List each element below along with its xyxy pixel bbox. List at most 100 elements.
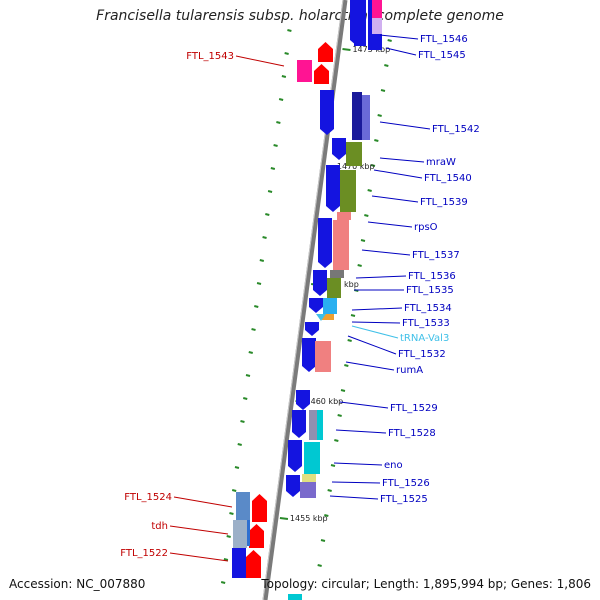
gene-label-ftl-1537[interactable]: FTL_1537	[412, 250, 460, 261]
ring-dot	[256, 282, 262, 285]
gene-label-ftl-1540[interactable]: FTL_1540	[424, 173, 472, 184]
ring-dot	[237, 443, 242, 446]
gene-label-ftl-1539[interactable]: FTL_1539	[420, 197, 468, 208]
ring-dot	[340, 389, 346, 392]
forward-gene-arrow[interactable]	[326, 165, 340, 212]
ring-dot	[344, 364, 349, 367]
cog-box	[236, 492, 250, 520]
ring-dot	[334, 439, 339, 442]
ring-dot	[387, 39, 392, 42]
ring-dot	[281, 75, 287, 78]
gene-label-ftl-1532[interactable]: FTL_1532	[398, 349, 446, 360]
gene-label-trna-val3[interactable]: tRNA-Val3	[400, 333, 449, 344]
reverse-gene-arrow[interactable]	[318, 42, 333, 62]
forward-gene-arrow[interactable]	[286, 475, 300, 497]
forward-gene-arrow[interactable]	[288, 594, 302, 600]
cog-box	[333, 220, 349, 270]
gene-label-rpso[interactable]: rpsO	[414, 222, 438, 233]
ring-dot	[254, 305, 259, 308]
ring-dot	[220, 581, 226, 584]
accession-text: Accession: NC_007880	[9, 577, 146, 591]
gene-label-ruma[interactable]: rumA	[396, 365, 423, 376]
leader-line	[373, 169, 423, 179]
gene-label-ftl-1536[interactable]: FTL_1536	[408, 271, 456, 282]
gene-label-ftl-1534[interactable]: FTL_1534	[404, 303, 452, 314]
forward-gene-arrow[interactable]	[354, 0, 366, 46]
tick-mark	[342, 48, 351, 51]
ring-dot	[278, 98, 284, 101]
gene-label-ftl-1524[interactable]: FTL_1524	[124, 492, 172, 503]
ring-dot	[229, 512, 234, 515]
forward-gene-arrow[interactable]	[313, 270, 327, 296]
ring-dot	[273, 144, 278, 147]
forward-gene-arrow[interactable]	[288, 440, 302, 472]
forward-gene-arrow[interactable]	[302, 338, 316, 372]
cog-box	[309, 410, 317, 440]
ring-dot	[226, 535, 231, 538]
gene-label-ftl-1529[interactable]: FTL_1529	[390, 403, 438, 414]
forward-gene-arrow[interactable]	[332, 138, 346, 160]
ring-dot	[320, 539, 326, 542]
gene-label-mraw[interactable]: mraW	[426, 157, 456, 168]
trna-marker	[316, 314, 326, 321]
cog-box	[315, 341, 331, 372]
leader-line	[169, 552, 229, 562]
reverse-gene-arrow[interactable]	[252, 494, 267, 522]
gene-label-ftl-1542[interactable]: FTL_1542	[432, 124, 480, 135]
gene-label-ftl-1545[interactable]: FTL_1545	[418, 50, 466, 61]
gene-label-ftl-1543[interactable]: FTL_1543	[186, 51, 234, 62]
gene-label-ftl-1528[interactable]: FTL_1528	[388, 428, 436, 439]
forward-gene-arrow[interactable]	[296, 390, 310, 410]
gene-label-ftl-1526[interactable]: FTL_1526	[382, 478, 430, 489]
leader-line	[331, 481, 381, 484]
tick-label: 1460 kbp	[306, 397, 344, 406]
cog-box	[302, 474, 316, 482]
gene-label-ftl-1533[interactable]: FTL_1533	[402, 318, 450, 329]
forward-gene-arrow[interactable]	[318, 218, 332, 268]
cog-box	[317, 410, 323, 440]
forward-gene-arrow[interactable]	[320, 90, 334, 135]
map-title: Francisella tularensis subsp. holarctica…	[96, 8, 504, 24]
cog-box	[340, 170, 356, 212]
ring-dot	[276, 121, 281, 124]
ring-dot	[287, 29, 292, 32]
reverse-gene-arrow[interactable]	[297, 60, 312, 82]
cog-box	[300, 482, 316, 498]
ring-dot	[384, 64, 389, 67]
forward-gene-arrow[interactable]	[309, 298, 323, 313]
ring-dot	[284, 52, 289, 55]
forward-gene-arrow[interactable]	[232, 548, 246, 578]
gene-label-eno[interactable]: eno	[384, 460, 403, 471]
gene-label-ftl-1525[interactable]: FTL_1525	[380, 494, 428, 505]
gene-label-ftl-1546[interactable]: FTL_1546	[420, 34, 468, 45]
ring-dot	[337, 414, 342, 417]
cog-category-boxes	[233, 0, 382, 548]
ring-dot	[231, 489, 237, 492]
ring-dot	[245, 374, 251, 377]
gene-label-ftl-1522[interactable]: FTL_1522	[120, 548, 168, 559]
cog-box	[330, 270, 344, 278]
gene-label-ftl-1535[interactable]: FTL_1535	[406, 285, 454, 296]
ring-dot	[357, 264, 362, 267]
reverse-gene-arrow[interactable]	[314, 64, 329, 84]
gene-label-tdh[interactable]: tdh	[151, 521, 168, 532]
tick-label: 1470 kbp	[337, 162, 375, 171]
ring-dot	[364, 214, 369, 217]
reverse-strand-genes[interactable]	[246, 42, 333, 578]
tick-mark	[279, 517, 289, 520]
gene-labels[interactable]: FTL_1546 FTL_1545 FTL_1543 FTL_1542 mraW FTL_…	[120, 34, 480, 562]
leader-line	[379, 34, 419, 40]
cog-box	[337, 212, 351, 220]
leader-line	[367, 221, 413, 228]
ring-dot	[317, 564, 322, 567]
forward-gene-arrow[interactable]	[292, 410, 306, 438]
cog-box	[372, 0, 382, 18]
ring-dot	[248, 351, 254, 354]
reverse-gene-arrow[interactable]	[249, 524, 264, 548]
ring-dot	[347, 339, 352, 342]
forward-gene-arrow[interactable]	[305, 322, 319, 336]
reverse-gene-arrow[interactable]	[246, 550, 261, 578]
leader-line	[347, 335, 397, 355]
cog-box	[327, 278, 341, 298]
